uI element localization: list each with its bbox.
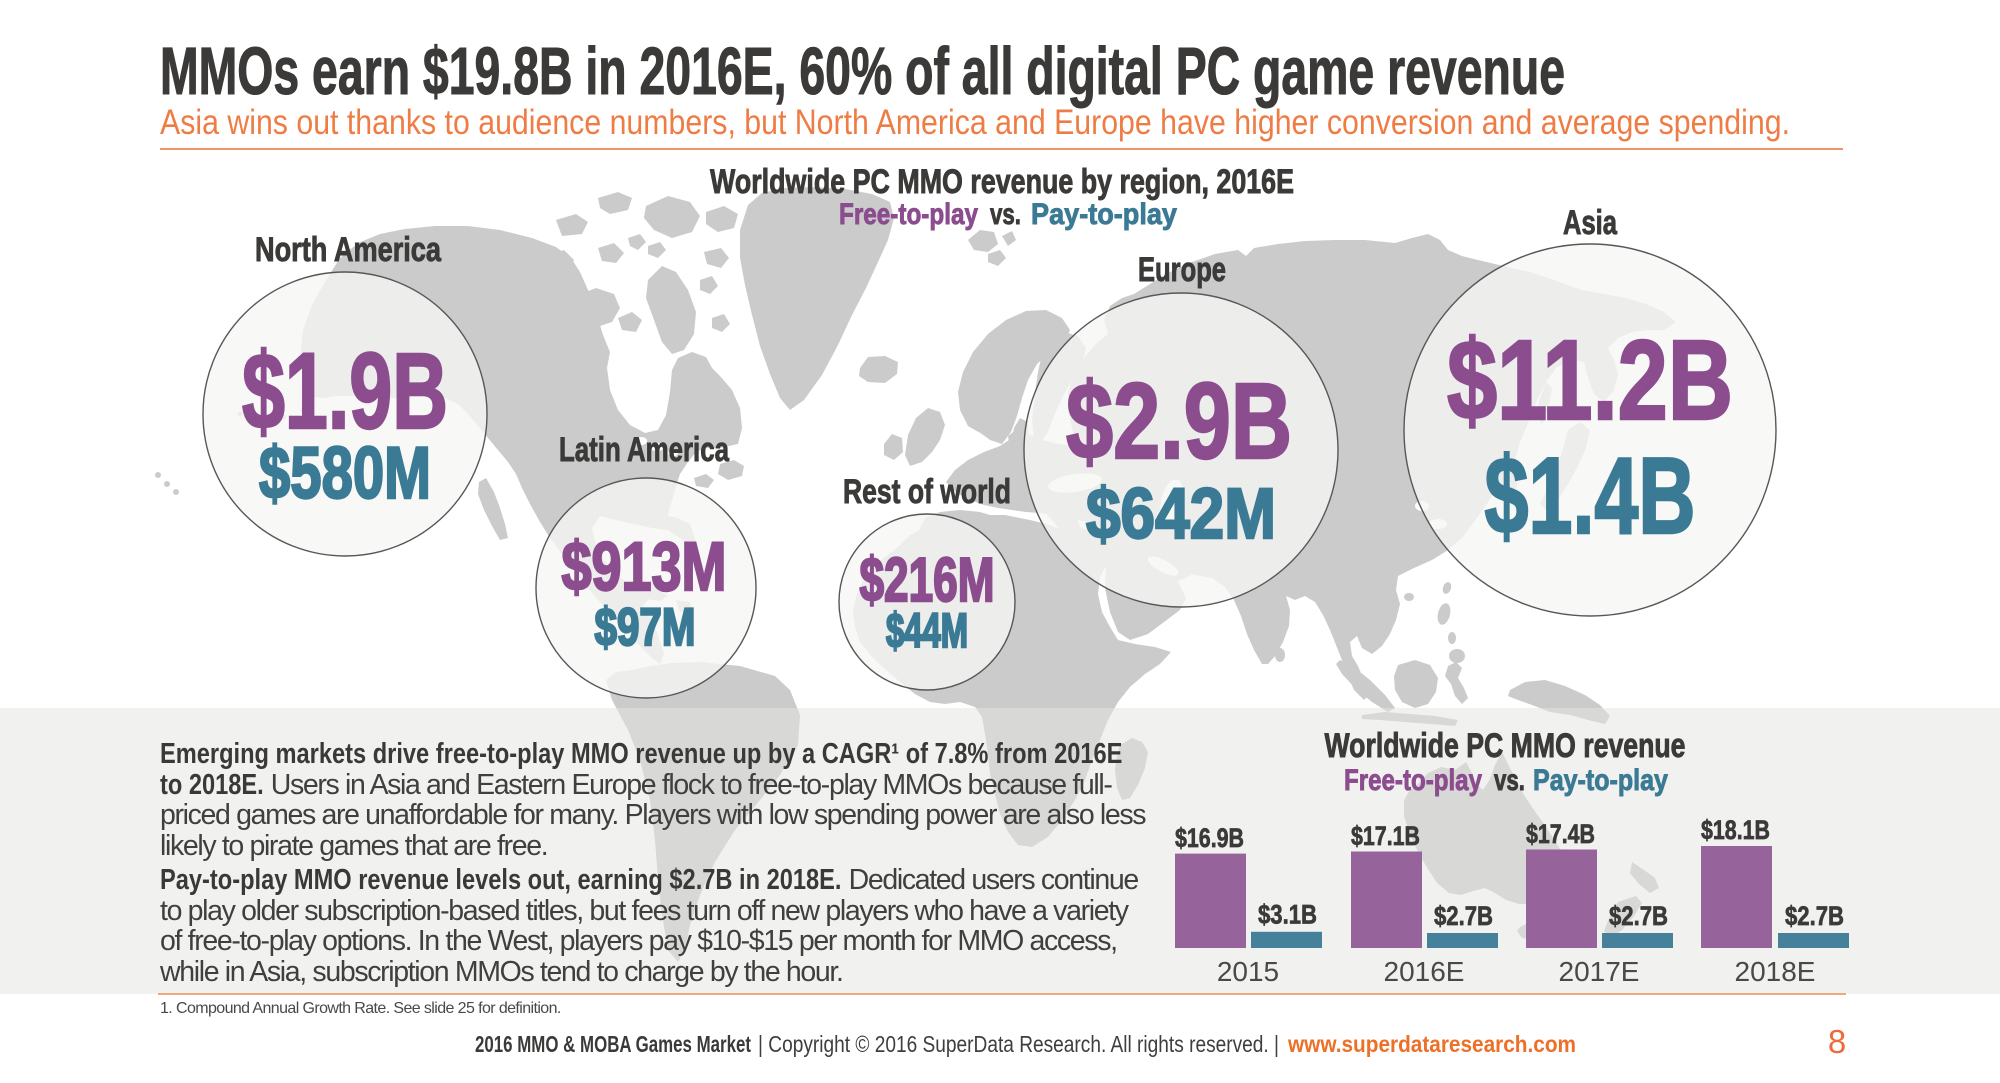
svg-text:$17.4B: $17.4B (1526, 819, 1595, 849)
svg-text:Pay-to-play: Pay-to-play (1031, 198, 1177, 231)
svg-text:MMOs earn $19.8B in 2016E, 60%: MMOs earn $19.8B in 2016E, 60% of all di… (160, 34, 1565, 109)
svg-text:Free-to-play: Free-to-play (1344, 764, 1482, 797)
svg-text:2017E: 2017E (1559, 956, 1640, 987)
svg-text:$2.7B: $2.7B (1609, 901, 1668, 931)
svg-text:2016 MMO & MOBA Games Market: 2016 MMO & MOBA Games Market (475, 1031, 751, 1057)
svg-text:vs.: vs. (1494, 764, 1525, 797)
svg-text:$18.1B: $18.1B (1701, 815, 1770, 845)
svg-text:$16.9B: $16.9B (1175, 823, 1244, 853)
svg-text:$2.7B: $2.7B (1434, 901, 1493, 931)
svg-text:$3.1B: $3.1B (1258, 900, 1317, 930)
svg-text:Asia wins out thanks to audien: Asia wins out thanks to audience numbers… (160, 103, 1790, 142)
svg-text:$2.7B: $2.7B (1785, 901, 1844, 931)
svg-text:$97M: $97M (595, 598, 696, 657)
svg-text:1. Compound Annual Growth Rate: 1. Compound Annual Growth Rate. See slid… (160, 1000, 561, 1017)
svg-text:$11.2B: $11.2B (1447, 317, 1733, 443)
svg-text:$17.1B: $17.1B (1351, 821, 1420, 851)
svg-text:$216M: $216M (860, 546, 995, 615)
svg-text:$642M: $642M (1086, 475, 1276, 554)
svg-text:Free-to-play: Free-to-play (839, 198, 978, 231)
svg-text:$913M: $913M (562, 528, 727, 605)
svg-text:vs.: vs. (990, 198, 1021, 231)
svg-text:8: 8 (1828, 1023, 1846, 1060)
svg-text:2018E: 2018E (1735, 956, 1816, 987)
svg-text:Europe: Europe (1138, 251, 1226, 289)
svg-text:Pay-to-play: Pay-to-play (1533, 764, 1668, 797)
svg-text:| Copyright © 2016 SuperData R: | Copyright © 2016 SuperData Research. A… (758, 1031, 1279, 1057)
svg-text:$44M: $44M (886, 605, 968, 658)
svg-text:$2.9B: $2.9B (1066, 360, 1292, 481)
svg-text:$580M: $580M (259, 433, 431, 514)
svg-text:Worldwide PC MMO revenue by re: Worldwide PC MMO revenue by region, 2016… (710, 163, 1294, 201)
svg-text:Latin America: Latin America (559, 431, 730, 469)
svg-text:www.superdataresearch.com: www.superdataresearch.com (1287, 1031, 1576, 1057)
svg-text:2015: 2015 (1217, 956, 1279, 987)
svg-text:Worldwide PC MMO revenue: Worldwide PC MMO revenue (1325, 727, 1686, 765)
svg-text:Rest of world: Rest of world (843, 473, 1011, 511)
svg-text:North America: North America (255, 231, 442, 269)
svg-text:2016E: 2016E (1384, 956, 1465, 987)
svg-text:$1.4B: $1.4B (1485, 435, 1696, 557)
svg-text:Asia: Asia (1563, 204, 1618, 242)
svg-text:$1.9B: $1.9B (242, 330, 448, 451)
